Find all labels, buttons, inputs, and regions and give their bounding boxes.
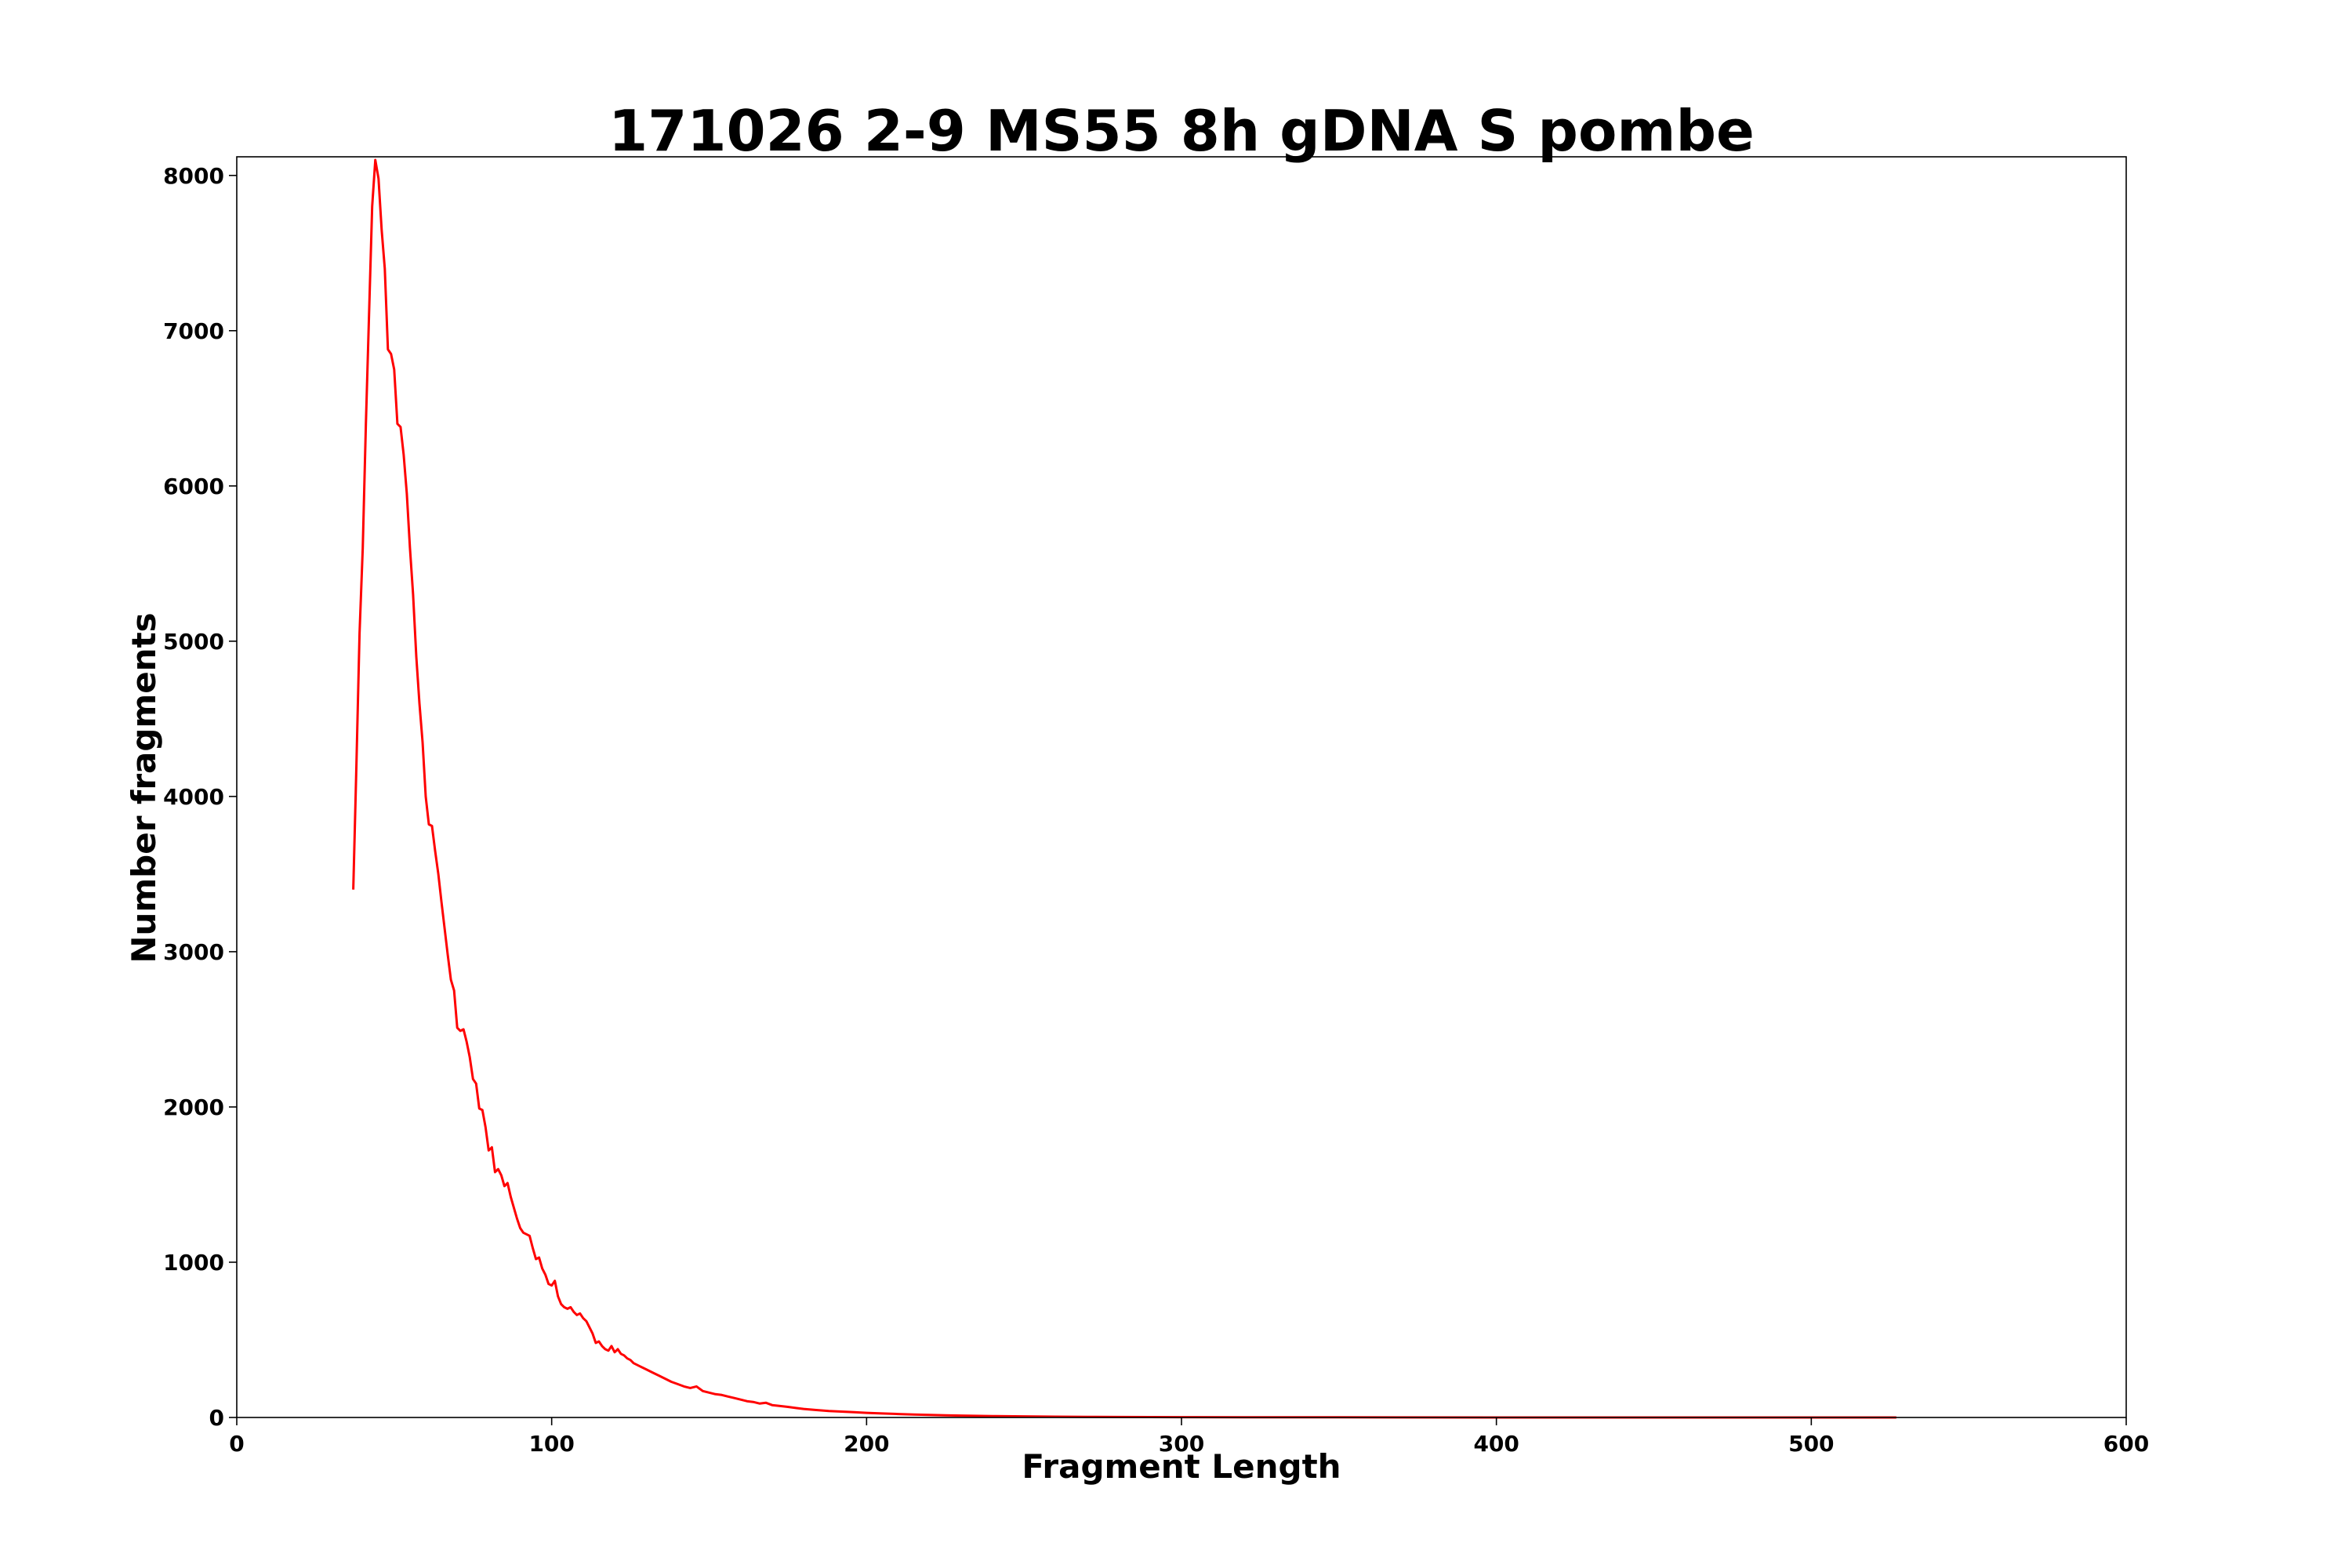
x-tick-label: 300 xyxy=(1159,1431,1204,1457)
x-tick-label: 200 xyxy=(844,1431,889,1457)
x-axis-label: Fragment Length xyxy=(1022,1447,1341,1486)
x-axis: 0 100 200 300 400 500 600 xyxy=(229,1417,2149,1457)
y-axis: 0 1000 2000 3000 4000 5000 6000 7000 8000 xyxy=(163,163,237,1431)
y-tick-label: 8000 xyxy=(163,163,224,189)
x-tick-label: 500 xyxy=(1788,1431,1834,1457)
y-axis-label: Number fragments xyxy=(125,612,163,963)
series-line-1 xyxy=(352,158,1896,1419)
x-tick-label: 400 xyxy=(1473,1431,1519,1457)
y-tick-label: 7000 xyxy=(163,318,224,344)
y-tick-label: 0 xyxy=(209,1405,224,1431)
chart-title: 171026 2-9 MS55 8h gDNA S pombe xyxy=(608,98,1755,164)
y-tick-label: 2000 xyxy=(163,1094,224,1120)
x-tick-label: 0 xyxy=(229,1431,244,1457)
y-tick-label: 4000 xyxy=(163,784,224,810)
y-tick-label: 1000 xyxy=(163,1250,224,1276)
y-tick-label: 6000 xyxy=(163,474,224,499)
x-tick-label: 600 xyxy=(2103,1431,2149,1457)
y-tick-label: 3000 xyxy=(163,939,224,965)
plot-frame xyxy=(236,156,2127,1418)
plot-area xyxy=(352,158,1896,1419)
x-tick-label: 100 xyxy=(528,1431,574,1457)
y-tick-label: 5000 xyxy=(163,629,224,655)
